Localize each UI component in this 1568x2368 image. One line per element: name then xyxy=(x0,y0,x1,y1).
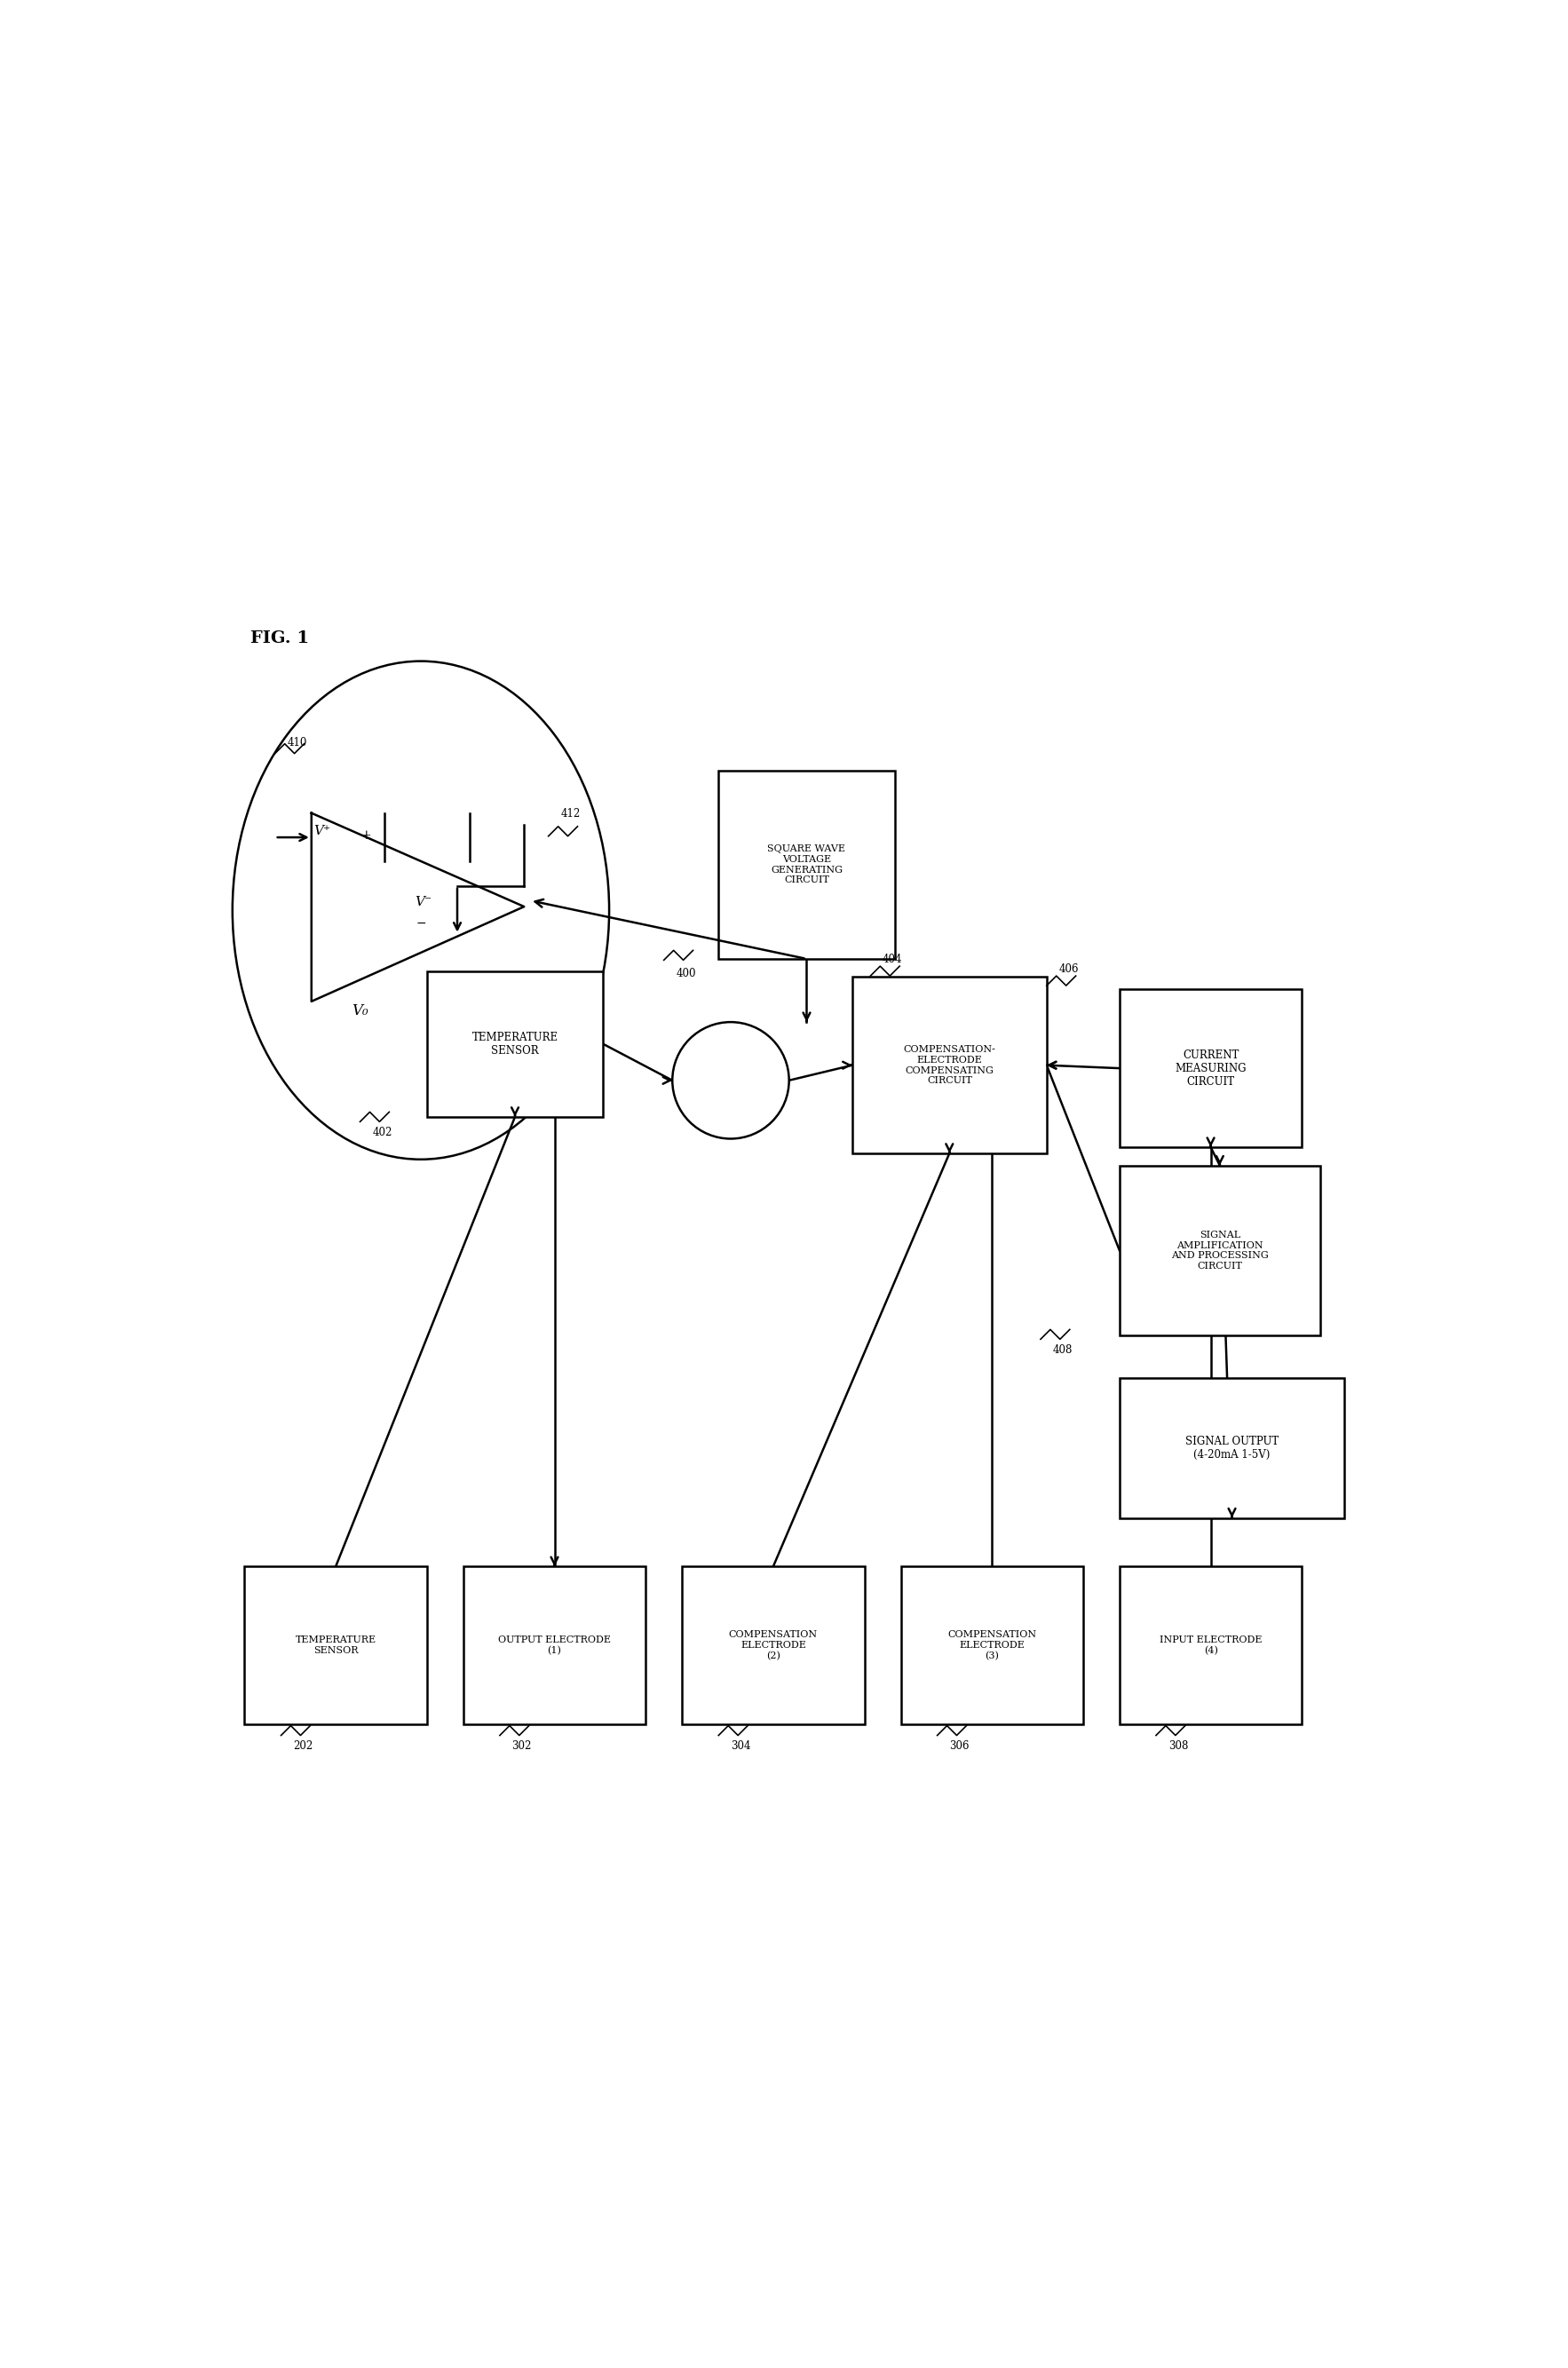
Text: COMPENSATION
ELECTRODE
(2): COMPENSATION ELECTRODE (2) xyxy=(729,1632,817,1660)
Text: 410: 410 xyxy=(287,736,307,748)
Text: SIGNAL
AMPLIFICATION
AND PROCESSING
CIRCUIT: SIGNAL AMPLIFICATION AND PROCESSING CIRC… xyxy=(1171,1231,1269,1269)
Text: OUTPUT ELECTRODE
(1): OUTPUT ELECTRODE (1) xyxy=(499,1636,612,1655)
Text: 308: 308 xyxy=(1168,1740,1189,1752)
Text: CURRENT
MEASURING
CIRCUIT: CURRENT MEASURING CIRCUIT xyxy=(1174,1049,1247,1087)
Text: V⁻: V⁻ xyxy=(414,895,431,907)
Text: FIG. 1: FIG. 1 xyxy=(251,630,309,646)
Text: 406: 406 xyxy=(1058,964,1079,976)
FancyBboxPatch shape xyxy=(900,1568,1083,1724)
Text: +: + xyxy=(361,829,372,841)
Text: SIGNAL OUTPUT
(4-20mA 1-5V): SIGNAL OUTPUT (4-20mA 1-5V) xyxy=(1185,1435,1278,1461)
FancyBboxPatch shape xyxy=(1120,1378,1344,1518)
Text: COMPENSATION
ELECTRODE
(3): COMPENSATION ELECTRODE (3) xyxy=(947,1632,1036,1660)
Text: V₀: V₀ xyxy=(351,1004,368,1018)
FancyBboxPatch shape xyxy=(718,770,895,959)
FancyBboxPatch shape xyxy=(245,1568,426,1724)
Text: 404: 404 xyxy=(883,954,903,964)
Text: 304: 304 xyxy=(731,1740,751,1752)
Text: INPUT ELECTRODE
(4): INPUT ELECTRODE (4) xyxy=(1159,1636,1262,1655)
Text: SQUARE WAVE
VOLTAGE
GENERATING
CIRCUIT: SQUARE WAVE VOLTAGE GENERATING CIRCUIT xyxy=(768,845,845,886)
Text: V⁺: V⁺ xyxy=(314,824,331,838)
FancyBboxPatch shape xyxy=(464,1568,646,1724)
FancyBboxPatch shape xyxy=(853,978,1047,1153)
Text: COMPENSATION-
ELECTRODE
COMPENSATING
CIRCUIT: COMPENSATION- ELECTRODE COMPENSATING CIR… xyxy=(903,1044,996,1085)
Text: 202: 202 xyxy=(293,1740,314,1752)
Text: 306: 306 xyxy=(950,1740,969,1752)
Text: 302: 302 xyxy=(513,1740,532,1752)
Text: TEMPERATURE
SENSOR: TEMPERATURE SENSOR xyxy=(295,1636,376,1655)
FancyBboxPatch shape xyxy=(1120,1568,1301,1724)
Ellipse shape xyxy=(232,661,608,1160)
FancyBboxPatch shape xyxy=(682,1568,864,1724)
FancyBboxPatch shape xyxy=(1120,990,1301,1146)
FancyBboxPatch shape xyxy=(1120,1165,1320,1336)
Text: 412: 412 xyxy=(561,807,580,819)
FancyBboxPatch shape xyxy=(426,971,604,1118)
Text: 402: 402 xyxy=(372,1127,392,1139)
Text: 400: 400 xyxy=(676,969,696,978)
Text: −: − xyxy=(416,916,426,931)
Circle shape xyxy=(673,1023,789,1139)
Text: 408: 408 xyxy=(1052,1345,1073,1354)
Text: TEMPERATURE
SENSOR: TEMPERATURE SENSOR xyxy=(472,1032,558,1056)
